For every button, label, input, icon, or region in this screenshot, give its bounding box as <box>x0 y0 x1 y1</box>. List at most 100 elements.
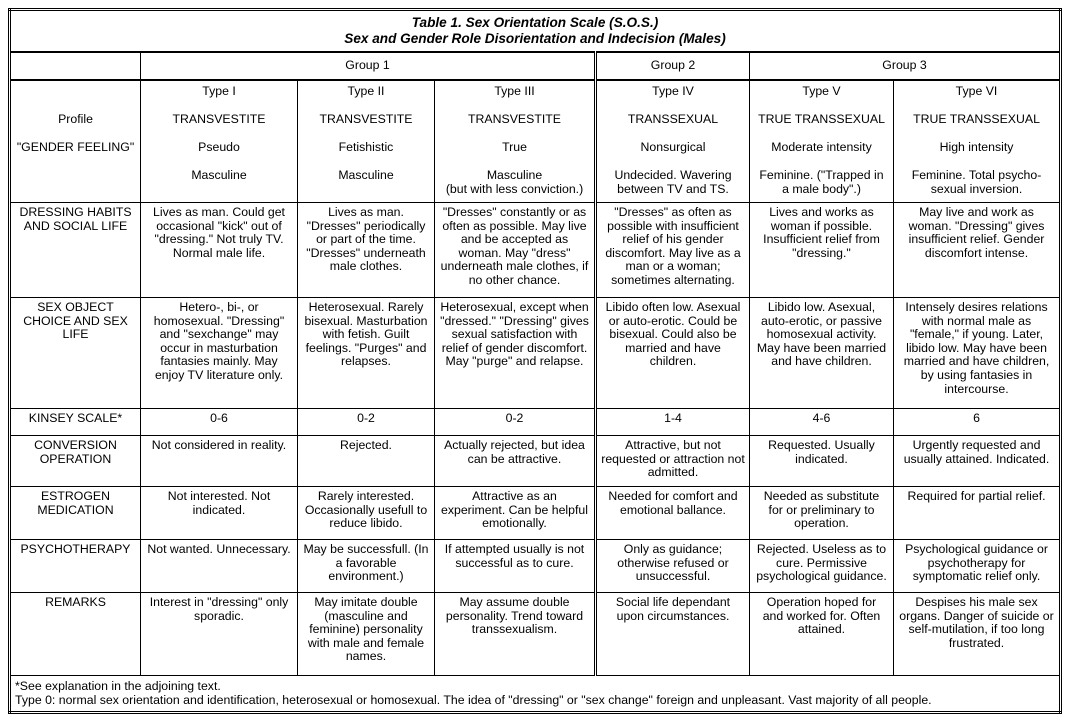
profile-label-line <box>14 169 137 183</box>
row-label: DRESSING HABITS AND SOCIAL LIFE <box>9 202 141 298</box>
table-row: REMARKS Interest in "dressing" only sporad… <box>9 592 1062 676</box>
type-name: Type IV <box>652 84 694 98</box>
table-cell: Needed for comfort and emotional ballance… <box>595 486 750 540</box>
table-cell: Attractive, but not requested or attracti… <box>595 435 750 487</box>
table-row: ESTROGEN MEDICATION Not interested. Not ind… <box>9 486 1062 540</box>
row-label: KINSEY SCALE* <box>9 408 141 436</box>
type-profile-cell: Type V TRUE TRANSSEXUAL Moderate intensity… <box>749 79 894 203</box>
table-cell: May assume double personality. Trend towa… <box>434 592 597 676</box>
table-row: PSYCHOTHERAPY Not wanted. Unnecessary. May… <box>9 539 1062 593</box>
table-cell: Requested. Usually indicated. <box>749 435 894 487</box>
table-cell: Intensely desires relations with normal m… <box>892 297 1062 409</box>
profile-label-line: "GENDER FEELING" <box>16 140 135 154</box>
table-cell: Psychological guidance or psychotherapy f… <box>892 539 1062 593</box>
row-label: REMARKS <box>9 592 141 676</box>
table-cell: Social life dependant upon circumstances. <box>595 592 750 676</box>
type-subtype: Pseudo <box>198 140 240 154</box>
table-cell: Needed as substitute for or preliminary t… <box>749 486 894 540</box>
row-label: PSYCHOTHERAPY <box>9 539 141 593</box>
type-subtype: Moderate intensity <box>771 140 872 154</box>
type-profile-cell: Type III TRANSVESTITE True Masculine (but wi… <box>434 79 597 203</box>
table-cell: Rarely interested. Occasionally usefull t… <box>297 486 435 540</box>
table-cell: Hetero-, bi-, or homosexual. "Dressing" an… <box>140 297 298 409</box>
type-name: Type II <box>347 84 385 98</box>
type-name: Type VI <box>955 84 998 98</box>
table-cell: Lives as man. "Dresses" periodically or pa… <box>297 202 435 298</box>
type-category: TRANSVESTITE <box>468 112 561 126</box>
table-cell: Only as guidance; otherwise refused or uns… <box>595 539 750 593</box>
table-cell: Attractive as an experiment. Can be helpf… <box>434 486 597 540</box>
footnote: *See explanation in the adjoining text. T… <box>8 674 1062 714</box>
table-cell: Not considered in reality. <box>140 435 298 487</box>
gender-feeling: Feminine. Total psycho-sexual inversion. <box>911 168 1042 196</box>
table-cell: 4-6 <box>749 408 894 436</box>
type-category: TRUE TRANSSEXUAL <box>913 112 1040 126</box>
type-name: Type V <box>802 84 841 98</box>
type-category: TRANSVESTITE <box>319 112 413 126</box>
type-name: Type III <box>494 84 535 98</box>
table-cell: Not interested. Not indicated. <box>140 486 298 540</box>
table-cell: "Dresses" as often as possible with insuf… <box>595 202 750 298</box>
type-name: Type I <box>202 84 236 98</box>
gender-feeling: Feminine. ("Trapped in a male body".) <box>759 168 884 196</box>
footnote-line1: *See explanation in the adjoining text. <box>15 679 221 693</box>
type-profile-cell: Type II TRANSVESTITE Fetishistic Masculine <box>297 79 435 203</box>
gender-feeling: Masculine <box>338 168 394 182</box>
gender-feeling: Masculine (but with less conviction.) <box>445 168 584 196</box>
profile-label-cell: Profile "GENDER FEELING" <box>9 79 141 203</box>
type-profile-cell: Type I TRANSVESTITE Pseudo Masculine <box>140 79 298 203</box>
table-cell: May imitate double (masculine and feminine… <box>297 592 435 676</box>
table-cell: "Dresses" constantly or as often as possi… <box>434 202 597 298</box>
profile-label-line: Profile <box>58 112 93 126</box>
table-cell: Not wanted. Unnecessary. <box>140 539 298 593</box>
row-label: CONVERSION OPERATION <box>9 435 141 487</box>
row-label: ESTROGEN MEDICATION <box>9 486 141 540</box>
table-cell: Actually rejected, but idea can be attrac… <box>434 435 597 487</box>
profile-row: Profile "GENDER FEELING" Type I TRANSVESTI… <box>9 79 1062 203</box>
table-cell: Rejected. <box>297 435 435 487</box>
table-cell: 0-2 <box>297 408 435 436</box>
footnote-row: *See explanation in the adjoining text. T… <box>8 674 1062 714</box>
table-title: Table 1. Sex Orientation Scale (S.O.S.) … <box>8 9 1062 53</box>
table-cell: Heterosexual, except when "dressed." "Dre… <box>434 297 597 409</box>
table-cell: May live and work as woman. "Dressing" gi… <box>892 202 1062 298</box>
table-row: CONVERSION OPERATION Not considered in rea… <box>9 435 1062 487</box>
profile-label-line <box>14 85 137 113</box>
type-category: TRANSSEXUAL <box>627 112 719 126</box>
footnote-line2: Type 0: normal sex orientation and ident… <box>15 692 932 707</box>
table-cell: Required for partial relief. <box>892 486 1062 540</box>
table-cell: Interest in "dressing" only sporadic. <box>140 592 298 676</box>
table-title-line2: Sex and Gender Role Disorientation and I… <box>344 31 726 46</box>
table-cell: May be successfull. (In a favorable enviro… <box>297 539 435 593</box>
group-header: Group 2 <box>595 51 750 81</box>
table-cell: Despises his male sex organs. Danger of s… <box>892 592 1062 676</box>
type-subtype: Nonsurgical <box>640 140 706 154</box>
table-cell: 0-2 <box>434 408 597 436</box>
type-subtype: True <box>502 140 527 154</box>
table-row: SEX OBJECT CHOICE AND SEX LIFE Hetero-, bi-… <box>9 297 1062 409</box>
type-category: TRANSVESTITE <box>172 112 266 126</box>
table-cell: Heterosexual. Rarely bisexual. Masturbati… <box>297 297 435 409</box>
type-subtype: High intensity <box>939 140 1014 154</box>
type-profile-cell: Type VI TRUE TRANSSEXUAL High intensity Fem… <box>892 79 1062 203</box>
type-profile-cell: Type IV TRANSSEXUAL Nonsurgical Undecided. … <box>595 79 750 203</box>
table-title-row: Table 1. Sex Orientation Scale (S.O.S.) … <box>8 9 1062 53</box>
row-label: SEX OBJECT CHOICE AND SEX LIFE <box>9 297 141 409</box>
type-subtype: Fetishistic <box>338 140 394 154</box>
group-header-row: Group 1 Group 2 Group 3 <box>9 51 1062 81</box>
table-cell: Urgently requested and usually attained. … <box>892 435 1062 487</box>
table-cell: Operation hoped for and worked for. Often… <box>749 592 894 676</box>
gender-feeling: Masculine <box>191 168 247 182</box>
table-cell: Lives and works as woman if possible. Insu… <box>749 202 894 298</box>
table-title-line1: Table 1. Sex Orientation Scale (S.O.S.) <box>411 15 659 30</box>
type-category: TRUE TRANSSEXUAL <box>758 112 885 126</box>
table-cell: Libido low. Asexual, auto-erotic, or pass… <box>749 297 894 409</box>
group-header: Group 1 <box>140 51 597 81</box>
group-header: Group 3 <box>748 51 1062 81</box>
table-cell: If attempted usually is not successful as… <box>434 539 597 593</box>
table-cell: Libido often low. Asexual or auto-erotic.… <box>595 297 750 409</box>
table-cell: 6 <box>892 408 1062 436</box>
table-cell: Rejected. Useless as to cure. Permissive p… <box>749 539 894 593</box>
gender-feeling: Undecided. Wavering between TV and TS. <box>614 168 732 196</box>
table-cell: 1-4 <box>595 408 750 436</box>
